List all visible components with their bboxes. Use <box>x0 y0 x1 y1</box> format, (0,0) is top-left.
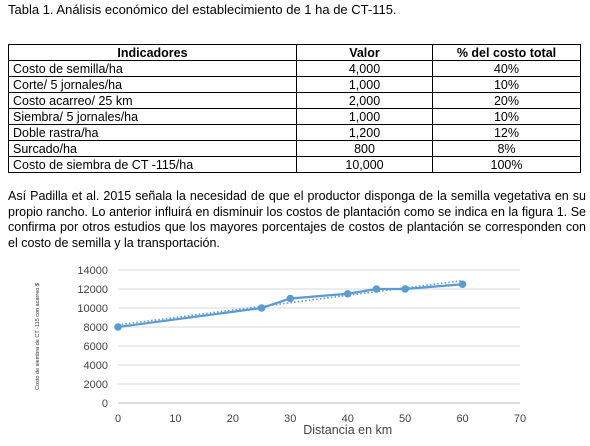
cell-porcentaje: 12% <box>432 124 581 141</box>
y-tick-label: 12000 <box>77 284 108 296</box>
body-paragraph: Así Padilla et al. 2015 señala la necesi… <box>8 189 586 250</box>
x-tick-label: 60 <box>456 413 468 425</box>
trendline <box>117 279 463 326</box>
series-line <box>117 283 463 329</box>
x-tick-label: 40 <box>342 413 354 425</box>
cell-indicador: Corte/ 5 jornales/ha <box>8 76 297 93</box>
header-indicadores: Indicadores <box>8 44 297 61</box>
y-axis-label: Costo de siembra de CT -115 con acarreo … <box>35 283 41 390</box>
cell-valor: 1,000 <box>296 108 433 125</box>
y-tick-label: 0 <box>102 398 108 410</box>
header-valor: Valor <box>296 44 433 61</box>
y-tick-label: 2000 <box>84 379 108 391</box>
data-series <box>114 280 467 331</box>
x-tick-label: 50 <box>399 413 411 425</box>
data-point <box>372 285 381 293</box>
cell-indicador: Costo acarreo/ 25 km <box>8 92 297 109</box>
y-tick-label: 4000 <box>84 360 108 372</box>
chart-gridlines <box>118 269 520 385</box>
x-tick-label: 70 <box>514 413 526 425</box>
x-axis-label: Distancia en km <box>303 423 392 437</box>
y-tick-label: 14000 <box>77 265 108 277</box>
data-point <box>401 285 409 293</box>
data-point <box>343 289 352 298</box>
table-row: Doble rastra/ha 1,200 12% <box>8 124 581 141</box>
table-row: Corte/ 5 jornales/ha 1,000 10% <box>8 76 581 93</box>
cell-porcentaje: 20% <box>432 92 581 109</box>
table-row: Costo de semilla/ha 4,000 40% <box>8 60 581 77</box>
cell-indicador: Costo de semilla/ha <box>8 60 297 77</box>
header-porcentaje: % del costo total <box>432 44 581 61</box>
y-tick-label: 6000 <box>84 341 108 353</box>
cell-indicador: Surcado/ha <box>8 140 297 157</box>
cell-porcentaje: 10% <box>432 108 581 125</box>
table-row: Costo acarreo/ 25 km 2,000 20% <box>8 92 581 109</box>
cell-valor: 1,000 <box>296 76 433 93</box>
data-point <box>286 294 295 303</box>
cost-distance-chart: 0 2000 4000 6000 8000 10000 12000 14000 0 10 20 30… <box>35 265 526 437</box>
x-tick-label: 0 <box>115 413 121 425</box>
cost-table: Indicadores Valor % del costo total Cost… <box>8 44 581 173</box>
data-point <box>458 280 467 289</box>
cell-valor: 2,000 <box>296 92 433 109</box>
x-tick-label: 30 <box>284 413 296 425</box>
y-tick-labels: 0 2000 4000 6000 8000 10000 12000 14000 <box>77 265 108 410</box>
table-row-total: Costo de siembra de CT -115/ha 10,000 10… <box>8 156 581 173</box>
cell-porcentaje: 100% <box>432 156 581 173</box>
cell-valor: 4,000 <box>296 60 433 77</box>
cell-porcentaje: 8% <box>432 140 581 157</box>
cell-valor: 1,200 <box>296 124 433 141</box>
cell-porcentaje: 10% <box>432 76 581 93</box>
table-row: Surcado/ha 800 8% <box>8 140 581 157</box>
cell-indicador: Doble rastra/ha <box>8 124 297 141</box>
y-tick-label: 8000 <box>84 322 108 334</box>
cell-valor: 800 <box>296 140 433 157</box>
x-tick-label: 10 <box>169 413 181 425</box>
y-tick-label: 10000 <box>77 303 108 315</box>
x-tick-label: 20 <box>227 413 239 425</box>
table-header-row: Indicadores Valor % del costo total <box>8 44 581 61</box>
x-tick-labels: 0 10 20 30 40 50 60 70 <box>115 413 526 425</box>
data-point <box>257 304 266 312</box>
cell-indicador: Siembra/ 5 jornales/ha <box>8 108 297 125</box>
data-point <box>114 323 122 331</box>
cell-porcentaje: 40% <box>432 60 581 77</box>
cell-indicador: Costo de siembra de CT -115/ha <box>8 156 297 173</box>
table-caption: Tabla 1. Análisis económico del establec… <box>8 2 397 17</box>
table-row: Siembra/ 5 jornales/ha 1,000 10% <box>8 108 581 125</box>
cell-valor: 10,000 <box>296 156 433 173</box>
trendline-line <box>117 279 463 326</box>
